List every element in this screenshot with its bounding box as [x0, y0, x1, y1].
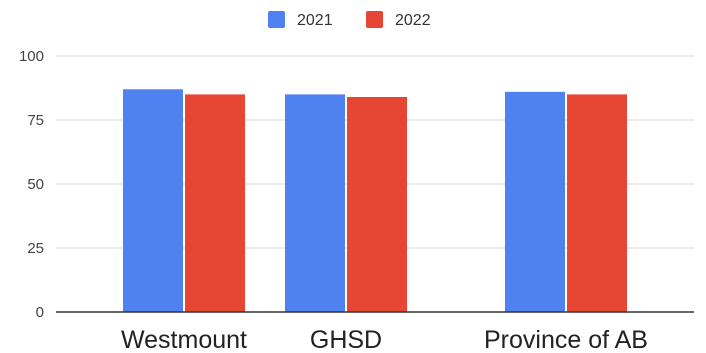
legend-label: 2021	[297, 12, 333, 29]
legend-swatch-2021	[268, 11, 285, 28]
y-tick-label: 100	[19, 48, 44, 65]
x-tick-label: Westmount	[121, 326, 247, 353]
bar-2022-ghsd	[347, 96, 407, 313]
bar-2021-westmount	[123, 89, 183, 312]
bar-2021-province-of-ab	[505, 91, 565, 312]
bar-2022-westmount	[185, 94, 245, 313]
y-tick-label: 50	[27, 176, 44, 193]
x-axis-labels: Westmount GHSD Province of AB	[121, 326, 648, 353]
x-tick-label: GHSD	[310, 326, 382, 353]
y-axis-ticks: 0 25 50 75 100	[19, 48, 44, 321]
y-tick-label: 0	[36, 304, 44, 321]
legend-label: 2022	[395, 12, 431, 29]
bars-group	[123, 89, 627, 313]
legend-swatch-2022	[366, 11, 383, 28]
chart-legend: 2021 2022	[268, 11, 431, 29]
y-tick-label: 25	[27, 240, 44, 257]
y-tick-label: 75	[27, 112, 44, 129]
bar-2021-ghsd	[285, 94, 345, 313]
bar-2022-province-of-ab	[567, 94, 627, 313]
x-tick-label: Province of AB	[484, 326, 648, 353]
